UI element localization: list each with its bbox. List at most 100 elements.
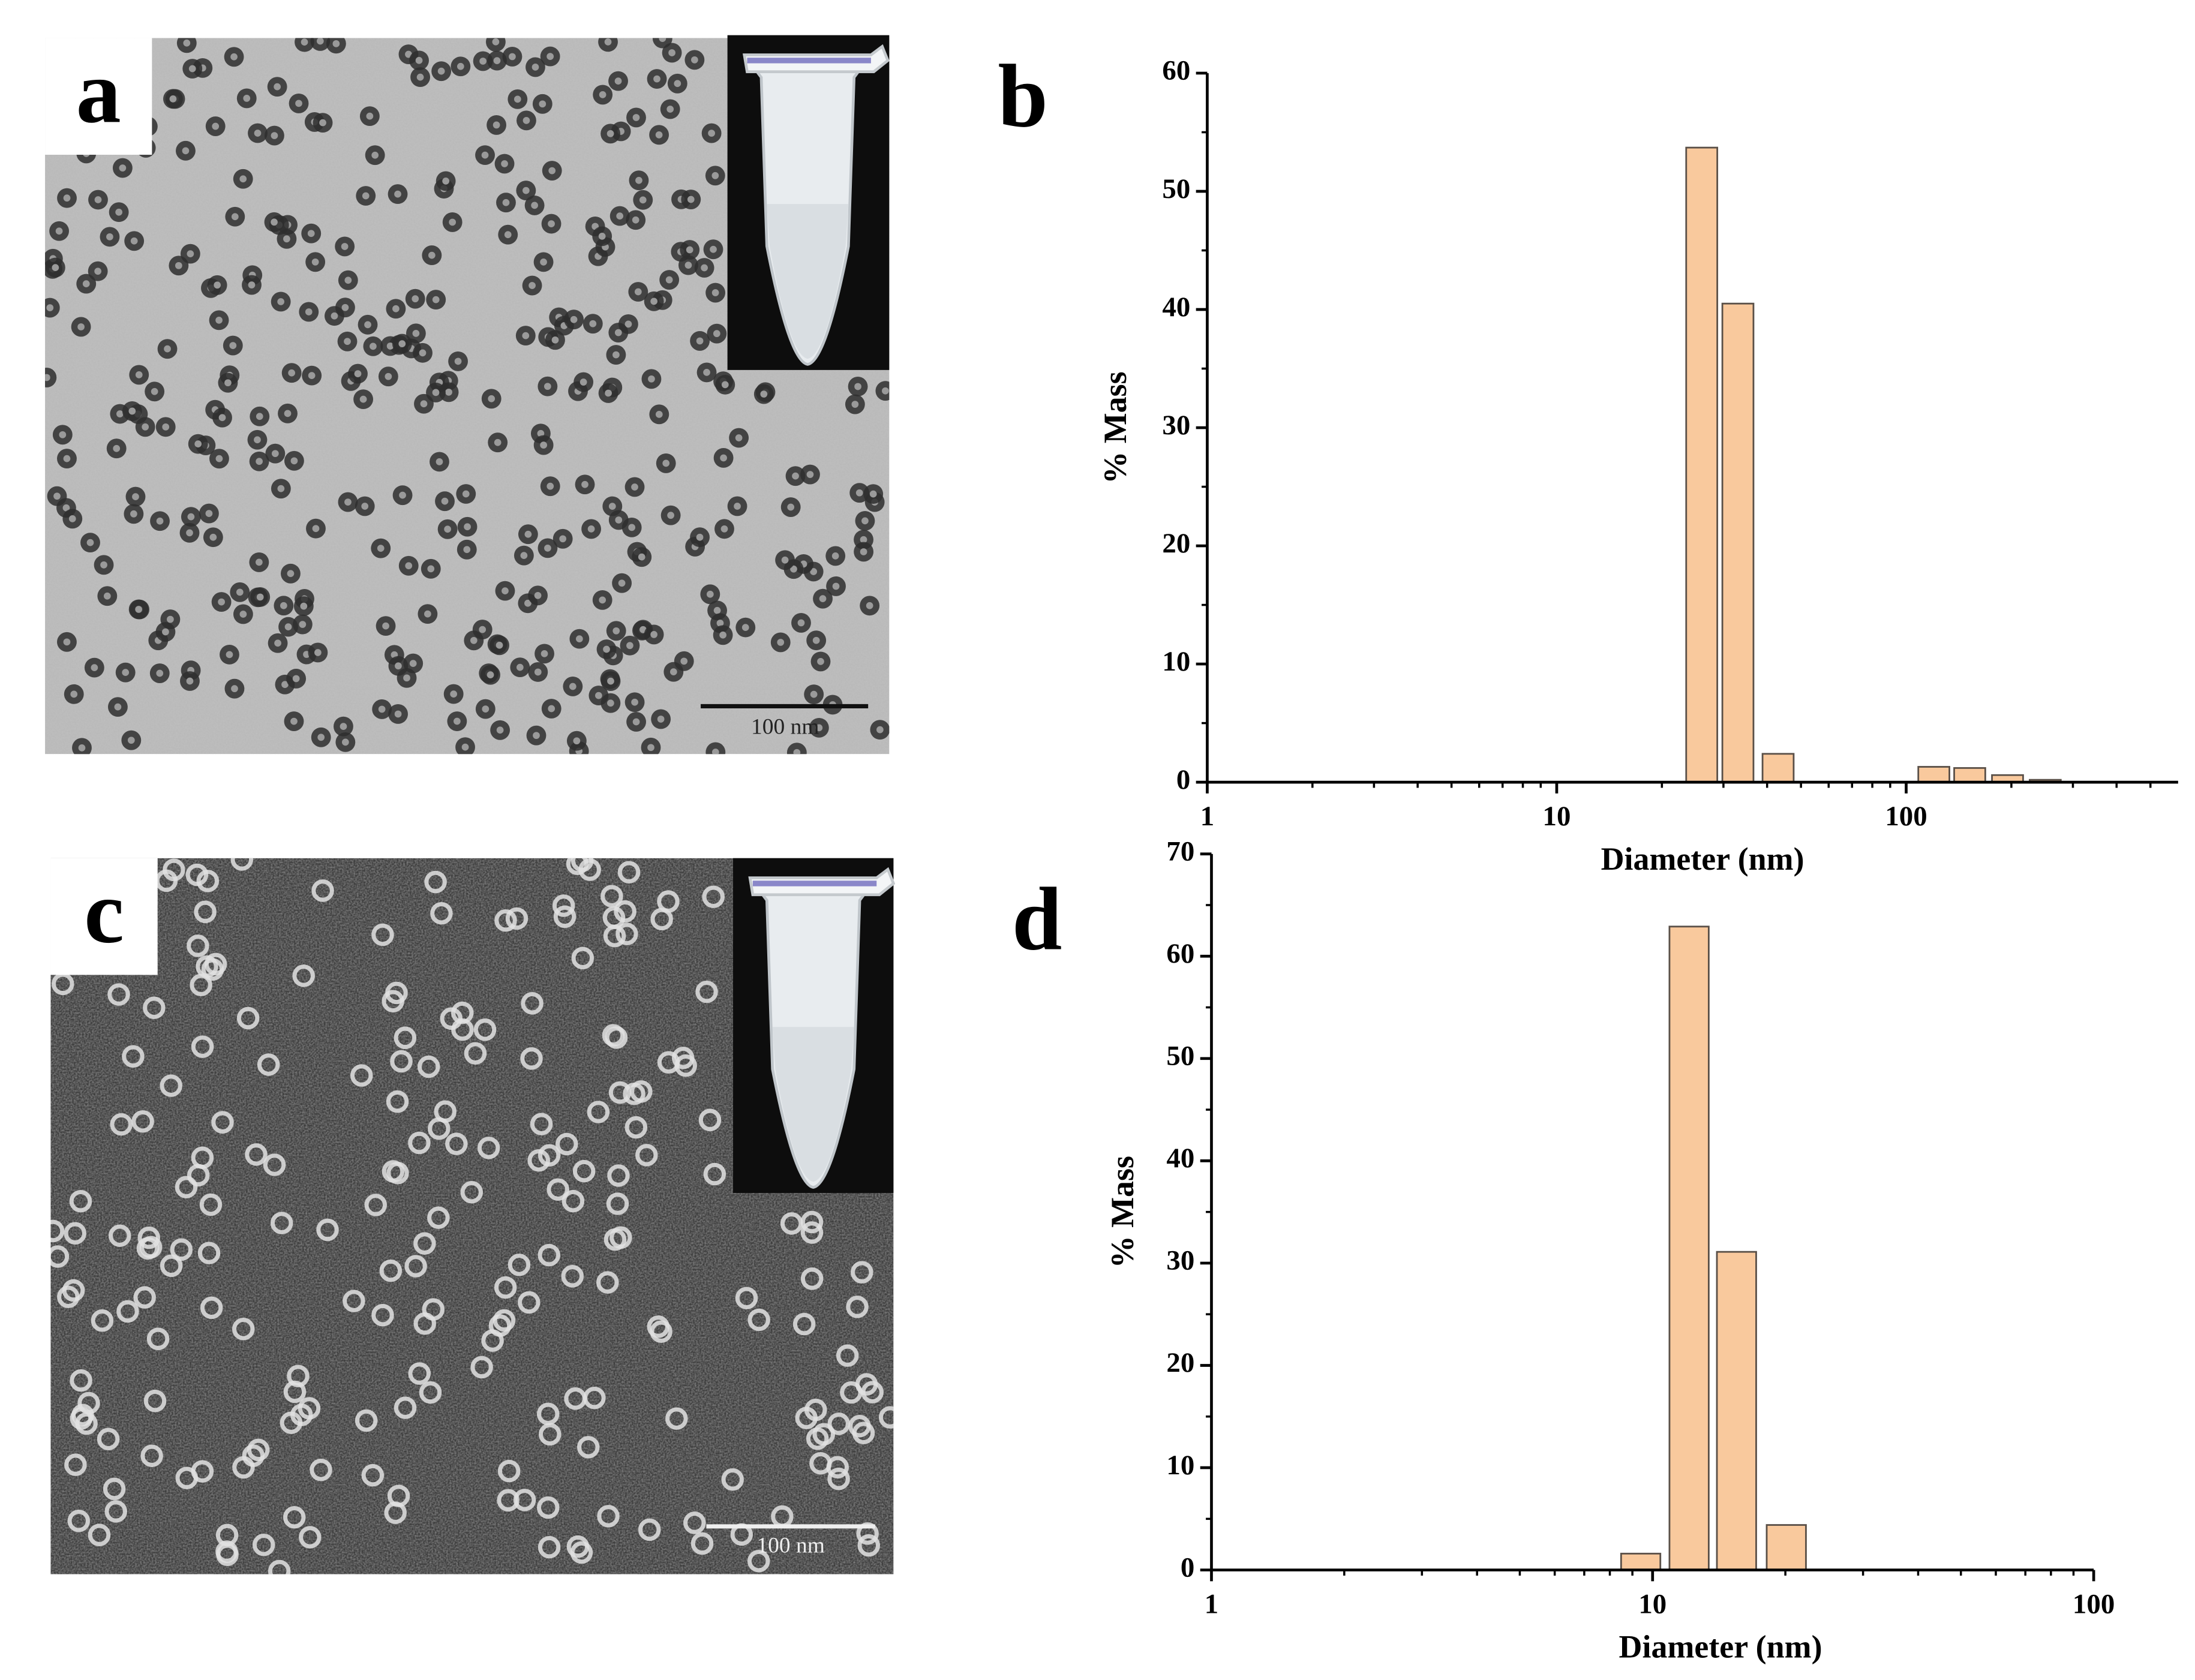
particle-core bbox=[781, 556, 789, 564]
particle bbox=[394, 1026, 417, 1050]
particle-core bbox=[831, 552, 839, 560]
particle bbox=[665, 1407, 688, 1430]
particle-core bbox=[130, 510, 137, 518]
particle-core bbox=[63, 638, 71, 646]
particle-core bbox=[537, 429, 545, 437]
particle-core bbox=[462, 490, 470, 498]
particle bbox=[494, 1276, 517, 1299]
particle bbox=[50, 1219, 65, 1243]
y-axis-label: % Mass bbox=[1104, 1156, 1140, 1268]
particle-core bbox=[314, 649, 322, 656]
particle-core bbox=[441, 497, 449, 505]
particle-core bbox=[399, 491, 406, 499]
particle-core bbox=[307, 230, 315, 238]
particle bbox=[257, 1053, 280, 1076]
particle-core bbox=[63, 194, 71, 202]
particle-core bbox=[281, 681, 289, 689]
particle-core bbox=[212, 122, 220, 130]
particle-core bbox=[680, 657, 688, 665]
particle-core bbox=[277, 298, 285, 305]
particle-core bbox=[604, 38, 612, 46]
particle bbox=[878, 1406, 894, 1429]
particle bbox=[836, 1344, 859, 1367]
particle bbox=[538, 1144, 561, 1167]
particle-core bbox=[432, 296, 440, 303]
bar bbox=[1716, 1251, 1757, 1571]
particle-core bbox=[290, 457, 298, 465]
particle-core bbox=[866, 602, 873, 609]
particle-core bbox=[701, 264, 708, 272]
particle bbox=[520, 1047, 543, 1070]
particle-core bbox=[547, 482, 554, 490]
particle bbox=[792, 1312, 816, 1336]
particle-core bbox=[855, 489, 863, 497]
particle bbox=[133, 1286, 156, 1309]
particle bbox=[408, 1131, 431, 1155]
particle-core bbox=[292, 675, 300, 683]
particle-core bbox=[569, 683, 576, 690]
particle bbox=[417, 1055, 440, 1078]
particle-core bbox=[792, 472, 799, 480]
particle bbox=[826, 1456, 849, 1478]
particle bbox=[800, 1221, 824, 1244]
particle bbox=[494, 909, 517, 932]
particle bbox=[566, 858, 589, 876]
particle-core bbox=[256, 413, 263, 420]
particle-core bbox=[405, 562, 413, 570]
y-tick-label: 50 bbox=[1162, 173, 1190, 205]
particle bbox=[698, 1108, 722, 1132]
particle-core bbox=[735, 434, 743, 441]
particle-core bbox=[254, 436, 261, 444]
particle-core bbox=[300, 602, 308, 610]
particle-core bbox=[53, 492, 61, 500]
x-tick-label: 1 bbox=[1200, 801, 1214, 832]
particle-core bbox=[696, 533, 704, 541]
particle bbox=[310, 1458, 332, 1481]
y-tick-label: 40 bbox=[1162, 291, 1190, 323]
particle bbox=[561, 1265, 584, 1288]
particle-core bbox=[882, 387, 889, 395]
particle-core bbox=[655, 131, 663, 139]
particle-core bbox=[608, 503, 616, 510]
particle-core bbox=[504, 231, 512, 239]
particle bbox=[108, 1224, 131, 1248]
particle-core bbox=[271, 450, 279, 458]
particle bbox=[247, 1438, 270, 1462]
particle-core bbox=[274, 83, 281, 91]
particle-core bbox=[614, 329, 622, 336]
particle-core bbox=[209, 533, 217, 541]
particle-core bbox=[815, 724, 823, 732]
particle bbox=[505, 907, 529, 930]
particle-core bbox=[720, 525, 728, 533]
particle-core bbox=[548, 220, 555, 227]
particle-core bbox=[551, 336, 559, 344]
particle-core bbox=[128, 407, 136, 415]
particle bbox=[555, 1132, 578, 1156]
particle-core bbox=[628, 524, 636, 531]
particle-core bbox=[854, 383, 861, 390]
particle-core bbox=[711, 172, 719, 179]
particle-core bbox=[573, 737, 581, 745]
particle-core bbox=[382, 622, 389, 630]
particle bbox=[263, 1153, 286, 1176]
particle bbox=[70, 1369, 92, 1392]
particle bbox=[50, 1245, 70, 1268]
particle bbox=[521, 992, 544, 1015]
particle-core bbox=[194, 440, 202, 448]
particle-core bbox=[531, 202, 538, 209]
particle-core bbox=[632, 718, 640, 726]
y-tick-label: 60 bbox=[1166, 938, 1194, 969]
particle-core bbox=[860, 536, 867, 543]
particle-core bbox=[524, 599, 532, 607]
y-tick-label: 0 bbox=[1176, 764, 1190, 795]
particle-core bbox=[319, 119, 326, 127]
particle-core bbox=[78, 744, 86, 752]
particle-core bbox=[493, 57, 501, 65]
particle bbox=[97, 1427, 120, 1451]
particle bbox=[451, 1001, 474, 1024]
particle bbox=[75, 1412, 98, 1435]
particle bbox=[287, 1365, 310, 1388]
particle-core bbox=[581, 480, 588, 488]
particle-core bbox=[114, 703, 122, 711]
particle bbox=[64, 1453, 87, 1476]
